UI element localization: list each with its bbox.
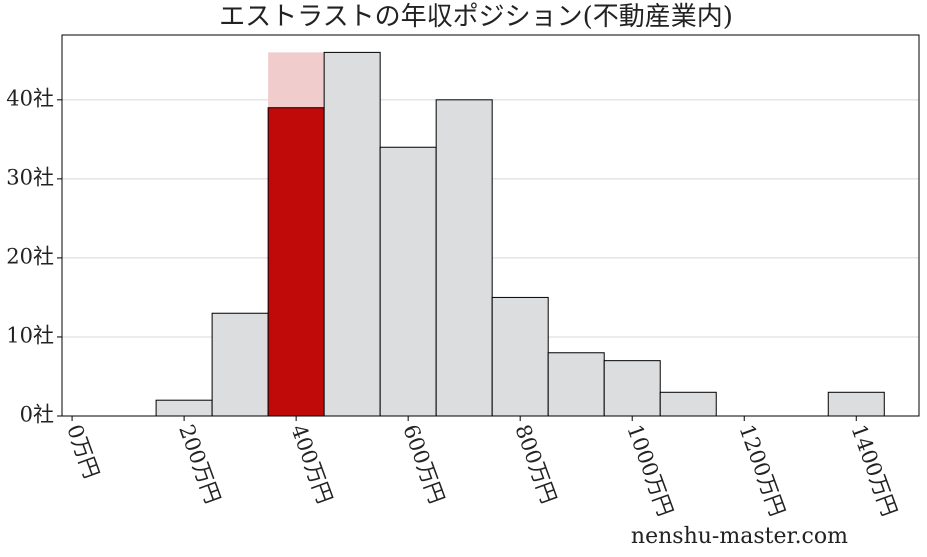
bar: [435, 99, 493, 417]
bar: [323, 51, 381, 417]
bar: [603, 360, 661, 417]
bar: [827, 391, 885, 417]
x-tick-label: 200万円: [174, 421, 225, 506]
plot-frame: [61, 34, 920, 417]
bar: [659, 391, 717, 417]
x-tick-label: 600万円: [398, 421, 449, 506]
bar: [211, 312, 269, 417]
y-tick-label: 10社: [6, 323, 54, 347]
y-tick-label: 40社: [6, 86, 54, 110]
x-tick-label: 1200万円: [734, 421, 789, 519]
bar: [155, 399, 213, 417]
x-tick-label: 1400万円: [846, 421, 901, 519]
bar: [379, 146, 437, 417]
y-tick-label: 0社: [20, 403, 54, 427]
y-tick-label: 30社: [6, 165, 54, 189]
x-tick-label: 0万円: [62, 421, 103, 481]
chart-title: エストラストの年収ポジション(不動産業内): [219, 2, 733, 32]
bar: [491, 296, 549, 417]
bar: [547, 352, 605, 417]
bar: [267, 107, 325, 417]
y-tick-label: 20社: [6, 244, 54, 268]
x-tick-label: 1000万円: [622, 421, 677, 519]
watermark: nenshu-master.com: [631, 524, 848, 549]
x-tick-label: 800万円: [510, 421, 561, 506]
x-tick-label: 400万円: [286, 421, 337, 506]
